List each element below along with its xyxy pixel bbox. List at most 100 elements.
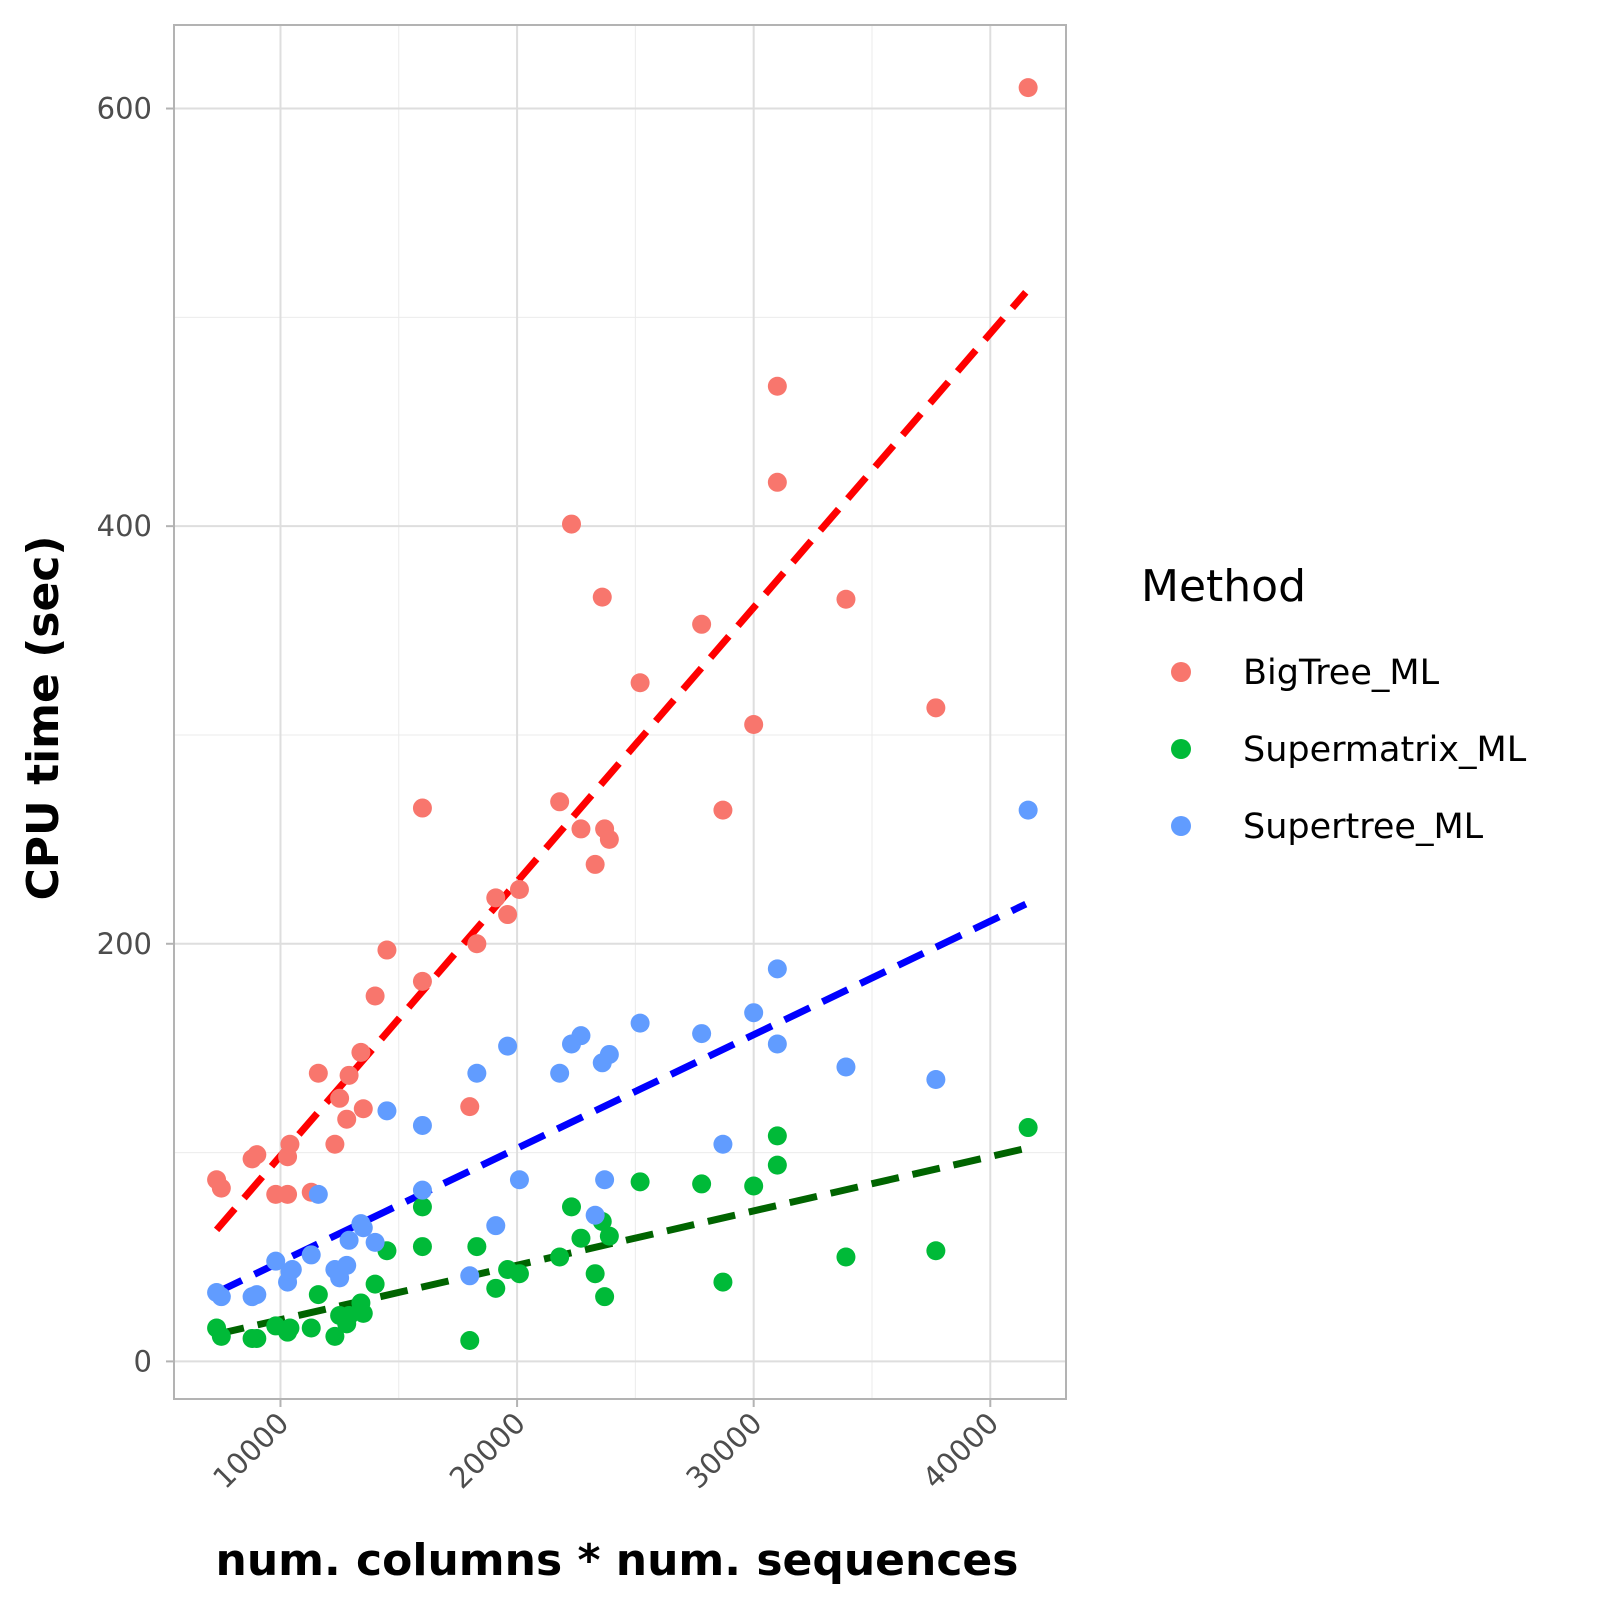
legend-key <box>1171 739 1191 759</box>
data-point <box>467 934 487 954</box>
data-point <box>585 854 605 874</box>
data-point <box>561 1197 581 1217</box>
data-point <box>713 800 733 820</box>
data-point <box>377 1101 397 1121</box>
x-tick-label: 20000 <box>443 1406 532 1495</box>
legend-key <box>1171 816 1191 836</box>
data-point <box>337 1255 357 1275</box>
data-point <box>460 1097 480 1117</box>
legend-label: Supermatrix_ML <box>1243 730 1527 770</box>
x-axis-title: num. columns * num. sequences <box>216 1535 1019 1586</box>
x-tick-label: 10000 <box>206 1406 295 1495</box>
data-point <box>585 1264 605 1284</box>
data-point <box>278 1184 298 1204</box>
data-point <box>308 1184 328 1204</box>
data-point <box>280 1318 300 1338</box>
y-tick-label: 600 <box>97 92 152 126</box>
data-point <box>630 673 650 693</box>
data-point <box>353 1099 373 1119</box>
data-point <box>713 1134 733 1154</box>
data-point <box>509 1170 529 1190</box>
data-point <box>486 1278 506 1298</box>
data-point <box>595 1170 615 1190</box>
legend-key <box>1171 662 1191 682</box>
grid-lines <box>174 25 1066 1399</box>
data-point <box>325 1326 345 1346</box>
trend-lines <box>213 289 1029 1338</box>
data-point <box>599 1226 619 1246</box>
data-point <box>282 1260 302 1280</box>
data-point <box>595 1287 615 1307</box>
legend: Method BigTree_ML Supermatrix_ML Supertree… <box>1141 561 1527 847</box>
y-tick-label: 200 <box>97 927 152 961</box>
data-point <box>571 819 591 839</box>
data-point <box>767 1034 787 1054</box>
data-point <box>211 1287 231 1307</box>
data-point <box>561 514 581 534</box>
data-point <box>412 1197 432 1217</box>
data-point <box>211 1326 231 1346</box>
x-axis-ticks: 10000 20000 30000 40000 <box>206 1399 1005 1495</box>
data-point <box>412 798 432 818</box>
data-point <box>767 959 787 979</box>
data-point <box>339 1305 359 1325</box>
data-point <box>460 1331 480 1351</box>
data-point <box>337 1109 357 1129</box>
x-tick-label: 30000 <box>679 1406 768 1495</box>
y-tick-label: 400 <box>97 509 152 543</box>
data-point <box>599 1044 619 1064</box>
legend-items: BigTree_ML Supermatrix_ML Supertree_ML <box>1171 653 1527 847</box>
legend-label: BigTree_ML <box>1243 653 1440 693</box>
data-point <box>467 1237 487 1257</box>
data-point <box>301 1245 321 1265</box>
data-point <box>571 1228 591 1248</box>
data-point <box>247 1328 267 1348</box>
data-point <box>351 1042 371 1062</box>
data-point <box>767 1126 787 1146</box>
data-point <box>467 1063 487 1083</box>
data-point <box>550 1063 570 1083</box>
data-point <box>509 1264 529 1284</box>
y-axis-ticks: 0 200 400 600 <box>97 92 174 1378</box>
data-point <box>365 986 385 1006</box>
data-point <box>412 1237 432 1257</box>
data-point <box>550 1247 570 1267</box>
data-point <box>571 1026 591 1046</box>
data-point <box>330 1088 350 1108</box>
data-point <box>1018 1118 1038 1138</box>
data-point <box>692 614 712 634</box>
trend-line <box>215 900 1028 1296</box>
data-point <box>266 1251 286 1271</box>
data-point <box>412 971 432 991</box>
plot-panel-border <box>173 24 1067 1400</box>
data-point <box>353 1303 373 1323</box>
data-point <box>926 1070 946 1090</box>
data-point <box>377 940 397 960</box>
data-point <box>460 1266 480 1286</box>
data-point <box>692 1174 712 1194</box>
data-point <box>365 1274 385 1294</box>
data-point <box>767 376 787 396</box>
data-point <box>592 587 612 607</box>
data-point <box>486 888 506 908</box>
data-point <box>744 1003 764 1023</box>
data-point <box>365 1232 385 1252</box>
data-point <box>498 905 518 925</box>
data-point <box>926 1241 946 1261</box>
data-point <box>498 1036 518 1056</box>
x-tick-label: 40000 <box>916 1406 1005 1495</box>
data-point <box>247 1145 267 1165</box>
data-point <box>713 1272 733 1292</box>
data-point <box>211 1178 231 1198</box>
data-point <box>1018 78 1038 98</box>
data-point <box>247 1285 267 1305</box>
data-point <box>412 1180 432 1200</box>
data-point <box>308 1285 328 1305</box>
data-point <box>836 1057 856 1077</box>
data-point <box>308 1063 328 1083</box>
data-point <box>836 589 856 609</box>
data-point <box>692 1024 712 1044</box>
data-points <box>207 78 1038 1351</box>
data-point <box>599 829 619 849</box>
